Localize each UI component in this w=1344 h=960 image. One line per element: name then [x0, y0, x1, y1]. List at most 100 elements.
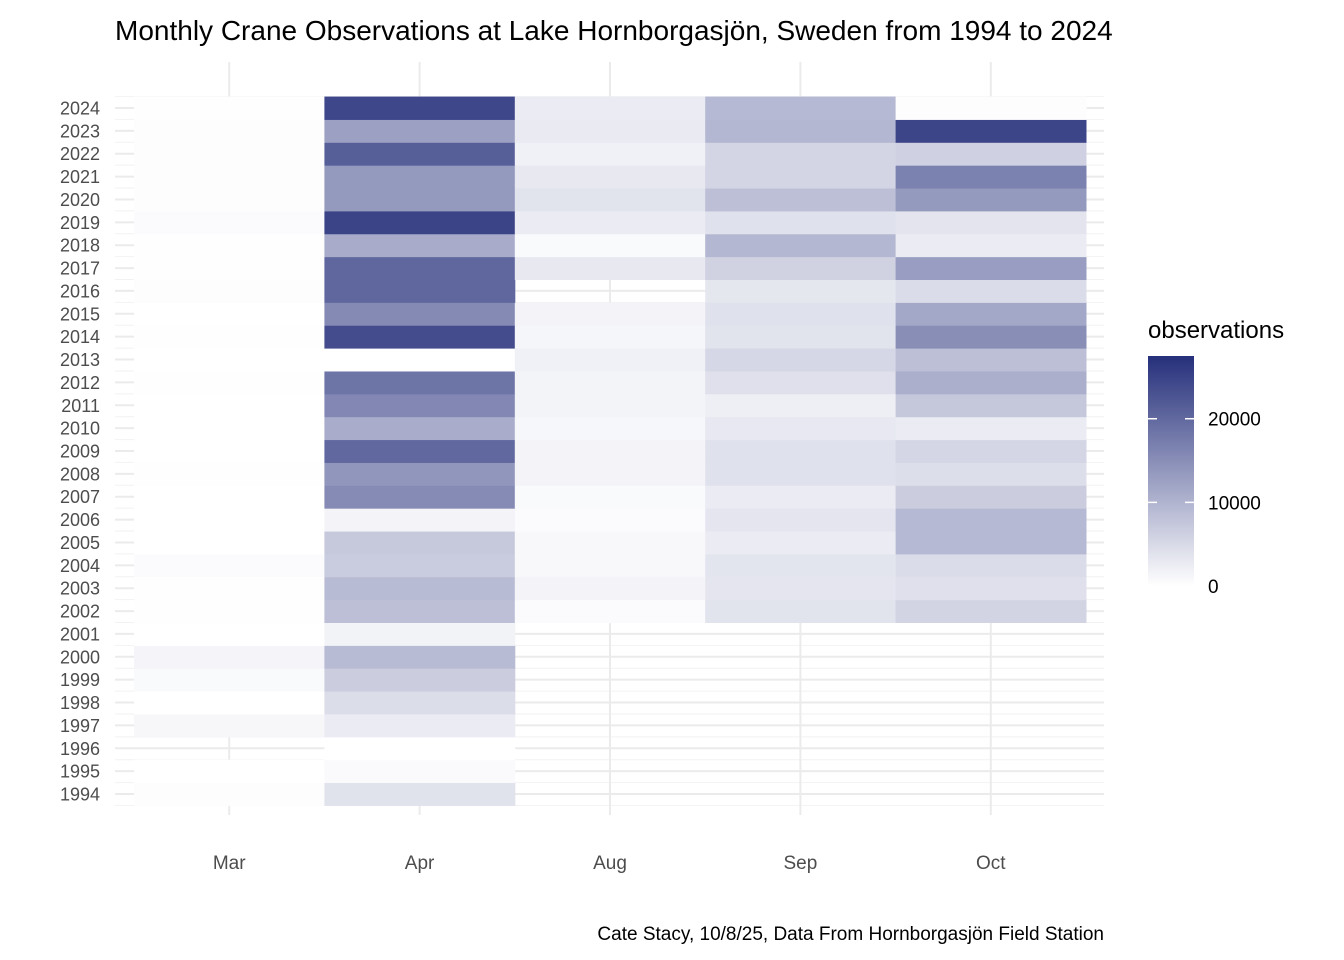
tile-sep-2008	[705, 462, 897, 486]
y-tick-label: 2022	[60, 144, 100, 164]
tile-apr-2005	[324, 531, 516, 555]
tile-apr-2009	[324, 439, 516, 463]
tile-mar-2020	[134, 188, 325, 212]
y-tick-label: 1996	[60, 739, 100, 759]
tile-aug-2014	[514, 325, 706, 349]
tile-apr-2008	[324, 462, 516, 486]
tile-mar-1994	[134, 782, 325, 806]
y-tick-label: 2012	[60, 373, 100, 393]
tile-oct-2016	[895, 279, 1087, 303]
tile-sep-2015	[705, 302, 897, 326]
y-tick-label: 1994	[60, 785, 100, 805]
legend-tick-label: 0	[1208, 577, 1219, 598]
tile-mar-2014	[134, 325, 325, 349]
y-tick-label: 1995	[60, 762, 100, 782]
y-tick-label: 2001	[60, 624, 100, 644]
tile-sep-2003	[705, 576, 897, 601]
tile-oct-2006	[895, 508, 1087, 532]
tile-apr-2021	[324, 165, 516, 189]
tile-mar-2004	[134, 553, 325, 578]
y-tick-label: 2021	[60, 167, 100, 187]
y-tick-label: 2013	[60, 350, 100, 370]
tile-oct-2008	[895, 462, 1087, 486]
tile-sep-2023	[705, 119, 897, 143]
tile-apr-2016	[324, 279, 516, 303]
tile-apr-2024	[324, 96, 516, 120]
y-tick-label: 2023	[60, 121, 100, 141]
tile-apr-1998	[324, 691, 516, 715]
x-tick-label: Aug	[593, 853, 627, 874]
tile-sep-2021	[705, 165, 897, 189]
caption: Cate Stacy, 10/8/25, Data From Hornborga…	[597, 924, 1104, 945]
tile-apr-2003	[324, 576, 516, 601]
tile-oct-2005	[895, 531, 1087, 555]
tile-oct-2018	[895, 233, 1087, 258]
tile-mar-2017	[134, 256, 325, 280]
tile-oct-2019	[895, 210, 1087, 235]
x-axis-labels: Mar Apr Aug Sep Oct	[213, 853, 1006, 874]
tile-mar-2002	[134, 599, 325, 623]
y-tick-label: 2014	[60, 327, 100, 347]
tile-oct-2012	[895, 370, 1087, 395]
tile-sep-2019	[705, 210, 897, 235]
tile-oct-2021	[895, 165, 1087, 189]
tile-mar-2008	[134, 462, 325, 486]
x-tick-label: Sep	[783, 853, 817, 874]
tile-oct-2015	[895, 302, 1087, 326]
tile-aug-2024	[514, 96, 706, 120]
legend: observations 0 10000 20000	[1148, 317, 1284, 598]
tile-apr-2011	[324, 393, 516, 418]
y-tick-label: 1998	[60, 693, 100, 713]
legend-colorbar	[1148, 356, 1194, 586]
tile-aug-2013	[514, 348, 706, 372]
tile-apr-2006	[324, 508, 516, 532]
tile-mar-2021	[134, 165, 325, 189]
tile-apr-2015	[324, 302, 516, 326]
tile-sep-2009	[705, 439, 897, 463]
y-tick-label: 2024	[60, 99, 100, 119]
tile-aug-2017	[514, 256, 706, 280]
tile-apr-1996	[324, 736, 516, 761]
tile-aug-2022	[514, 142, 706, 166]
tile-apr-2004	[324, 553, 516, 578]
tile-aug-2007	[514, 485, 706, 509]
tile-aug-2008	[514, 462, 706, 486]
tile-sep-2016	[705, 279, 897, 303]
tile-oct-2004	[895, 553, 1087, 578]
y-tick-label: 2000	[60, 647, 100, 667]
tile-oct-2023	[895, 119, 1087, 143]
tile-apr-1994	[324, 782, 516, 806]
y-tick-label: 2007	[60, 487, 100, 507]
tile-mar-2000	[134, 645, 325, 669]
legend-tick-label: 20000	[1208, 410, 1261, 431]
tile-mar-1997	[134, 713, 325, 738]
tile-mar-2019	[134, 210, 325, 235]
y-tick-label: 2004	[60, 556, 100, 576]
tile-aug-2012	[514, 370, 706, 395]
tile-sep-2022	[705, 142, 897, 166]
tile-apr-2013	[324, 348, 516, 372]
tile-mar-2024	[134, 96, 325, 120]
tile-sep-2017	[705, 256, 897, 280]
tile-oct-2020	[895, 188, 1087, 212]
tile-apr-1999	[324, 668, 516, 692]
chart-title: Monthly Crane Observations at Lake Hornb…	[115, 15, 1113, 46]
tile-aug-2002	[514, 599, 706, 623]
tile-apr-2018	[324, 233, 516, 258]
tile-mar-2013	[134, 348, 325, 372]
y-tick-label: 2018	[60, 236, 100, 256]
tile-mar-2015	[134, 302, 325, 326]
tile-mar-2011	[134, 393, 325, 418]
tile-mar-2007	[134, 485, 325, 509]
y-tick-label: 1997	[60, 716, 100, 736]
tile-aug-2005	[514, 531, 706, 555]
tile-mar-2016	[134, 279, 325, 303]
x-tick-label: Apr	[405, 853, 435, 874]
y-tick-label: 2019	[60, 213, 100, 233]
tile-mar-1995	[134, 759, 325, 784]
tile-apr-1997	[324, 713, 516, 738]
tile-mar-2006	[134, 508, 325, 532]
tile-mar-2022	[134, 142, 325, 166]
tile-sep-2011	[705, 393, 897, 418]
tile-aug-2019	[514, 210, 706, 235]
